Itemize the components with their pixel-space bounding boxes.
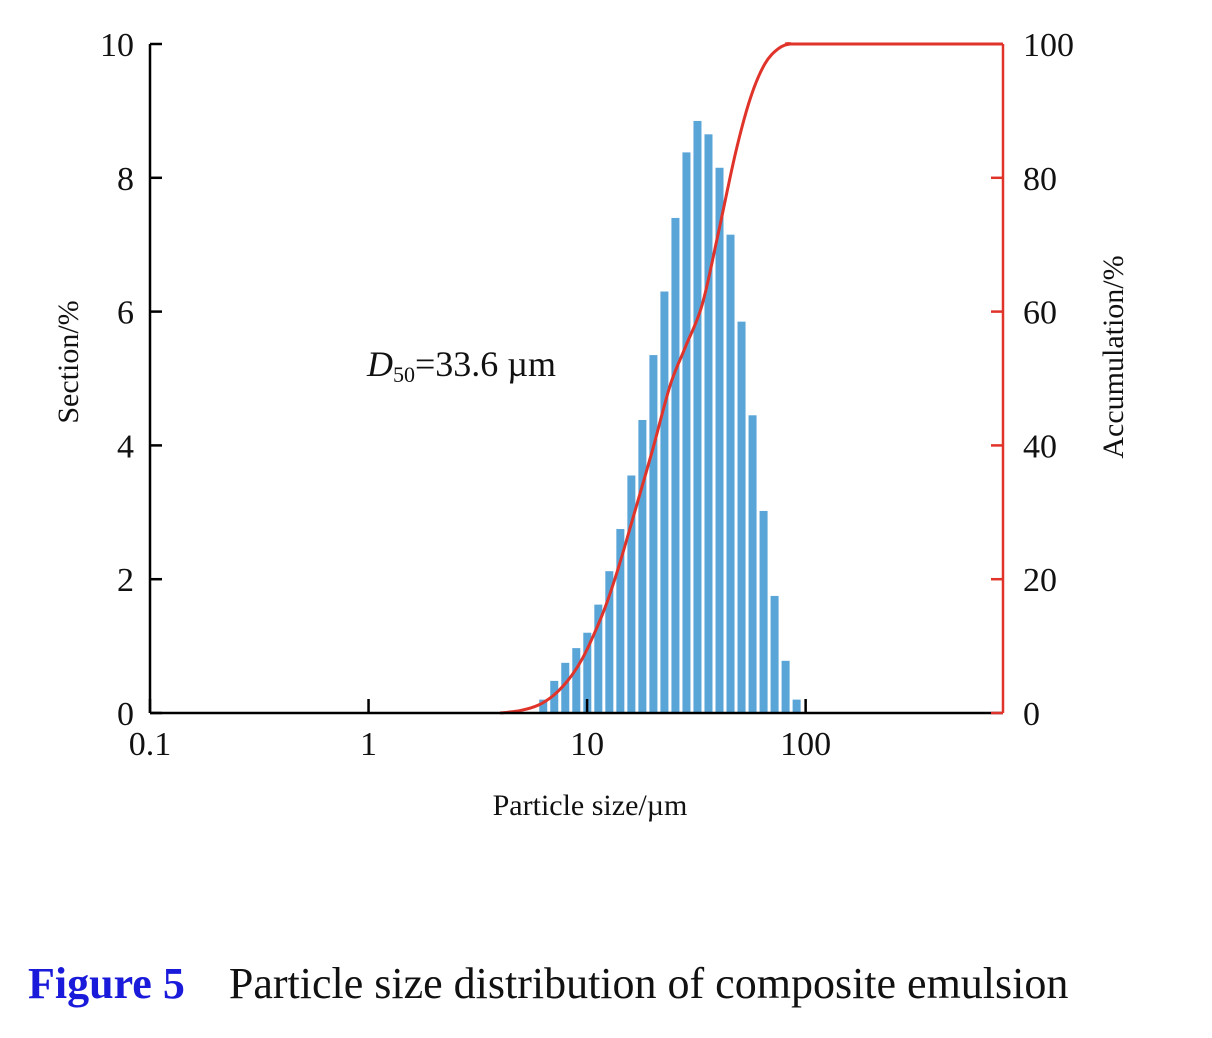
- histogram-bar: [671, 217, 680, 713]
- histogram-bar: [605, 571, 614, 713]
- x-tick-label: 10: [570, 726, 604, 763]
- left-y-tick-label: 2: [117, 562, 134, 599]
- figure-label: Figure 5: [28, 959, 185, 1008]
- figure-caption: Figure 5 Particle size distribution of co…: [28, 958, 1068, 1009]
- histogram-bar: [759, 510, 768, 713]
- histogram-bar: [682, 152, 691, 714]
- histogram-bar: [627, 475, 636, 713]
- histogram-bar: [649, 355, 658, 713]
- right-y-tick-label: 80: [1023, 161, 1057, 198]
- histogram-bar: [792, 699, 801, 713]
- left-y-tick-label: 10: [100, 27, 134, 64]
- chart-figure: 0 2 4 6 8 10 0 20 40 60 80 100 0.1 1 10 100 Particle …: [52, 27, 1130, 822]
- histogram-bar: [770, 595, 779, 713]
- right-y-tick-label: 40: [1023, 428, 1057, 465]
- left-y-tick-label: 6: [117, 295, 134, 332]
- left-y-tick-label: 8: [117, 161, 134, 198]
- histogram-bar: [561, 662, 570, 713]
- histogram-bar: [638, 419, 647, 713]
- histogram-bar: [594, 604, 603, 713]
- left-y-ticks: 0 2 4 6 8 10: [100, 27, 162, 733]
- left-y-tick-label: 0: [117, 696, 134, 733]
- right-y-ticks: 0 20 40 60 80 100: [991, 27, 1074, 733]
- histogram-bar: [781, 660, 790, 713]
- histogram-bar: [693, 120, 702, 713]
- histogram-bar: [583, 632, 592, 713]
- histogram-bar: [737, 321, 746, 713]
- histogram-bar: [572, 648, 581, 713]
- histogram-bars: [539, 120, 801, 714]
- histogram-bar: [660, 291, 669, 713]
- x-tick-label: 100: [780, 726, 831, 763]
- right-y-tick-label: 0: [1023, 696, 1040, 733]
- left-y-tick-label: 4: [117, 428, 134, 465]
- left-y-axis-title: Section/%: [52, 300, 85, 423]
- histogram-bar: [748, 415, 757, 713]
- right-y-tick-label: 100: [1023, 27, 1074, 64]
- x-axis-title: Particle size/µm: [493, 789, 688, 822]
- x-tick-label: 1: [360, 726, 377, 763]
- d50-symbol: D: [366, 344, 393, 384]
- d50-subscript: 50: [393, 362, 415, 387]
- histogram-bar: [550, 680, 559, 713]
- histogram-bar: [704, 134, 713, 713]
- histogram-bar: [715, 167, 724, 713]
- caption-text: Particle size distribution of composite …: [228, 959, 1069, 1008]
- histogram-bar: [726, 234, 735, 714]
- right-y-tick-label: 20: [1023, 562, 1057, 599]
- d50-value: =33.6 µm: [415, 344, 556, 384]
- d50-annotation: D50=33.6 µm: [366, 344, 556, 387]
- histogram-bar: [616, 529, 625, 713]
- cumulative-curve: [499, 42, 1003, 715]
- x-ticks: 0.1 1 10 100: [129, 699, 831, 763]
- right-y-axis-title: Accumulation/%: [1097, 255, 1130, 458]
- x-tick-label: 0.1: [129, 726, 172, 763]
- right-y-tick-label: 60: [1023, 295, 1057, 332]
- histogram-bar: [539, 699, 548, 713]
